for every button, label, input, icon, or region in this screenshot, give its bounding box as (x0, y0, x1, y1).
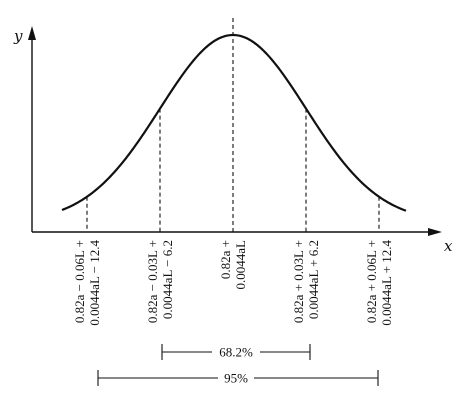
tick-label-mean: 0.82a + 0.0044aL (218, 240, 248, 290)
tick-label-minus-2sd-line2: 0.0044aL − 12.4 (87, 240, 102, 326)
tick-label-minus-1sd-line2: 0.0044aL − 6.2 (160, 240, 175, 319)
tick-label-minus-2sd-line1: 0.82a − 0.06L + (72, 240, 87, 323)
y-axis-arrowhead (28, 26, 36, 40)
bell-curve (61, 33, 407, 212)
interval-95-bracket: 95% (97, 370, 379, 386)
y-axis-label: y (13, 27, 23, 45)
tick-label-plus-2sd: 0.82a + 0.06L + 0.0044aL + 12.4 (364, 240, 394, 326)
tick-label-mean-line1: 0.82a + (218, 240, 233, 279)
tick-label-minus-2sd: 0.82a − 0.06L + 0.0044aL − 12.4 (72, 240, 102, 326)
tick-label-plus-2sd-line2: 0.0044aL + 12.4 (379, 240, 394, 326)
x-axis-arrowhead (428, 228, 442, 236)
interval-68-bracket: 68.2% (161, 344, 311, 360)
tick-label-plus-2sd-line1: 0.82a + 0.06L + (364, 240, 379, 323)
interval-68-label: 68.2% (219, 345, 253, 360)
tick-label-plus-1sd: 0.82a + 0.03L + 0.0044aL + 6.2 (291, 240, 321, 323)
tick-label-minus-1sd: 0.82a − 0.03L + 0.0044aL − 6.2 (145, 240, 175, 323)
tick-label-plus-1sd-line1: 0.82a + 0.03L + (291, 240, 306, 323)
interval-95-label: 95% (224, 371, 248, 386)
tick-label-minus-1sd-line1: 0.82a − 0.03L + (145, 240, 160, 323)
tick-label-mean-line2: 0.0044aL (233, 240, 248, 290)
x-axis-label: x (444, 237, 453, 255)
tick-label-plus-1sd-line2: 0.0044aL + 6.2 (306, 240, 321, 319)
